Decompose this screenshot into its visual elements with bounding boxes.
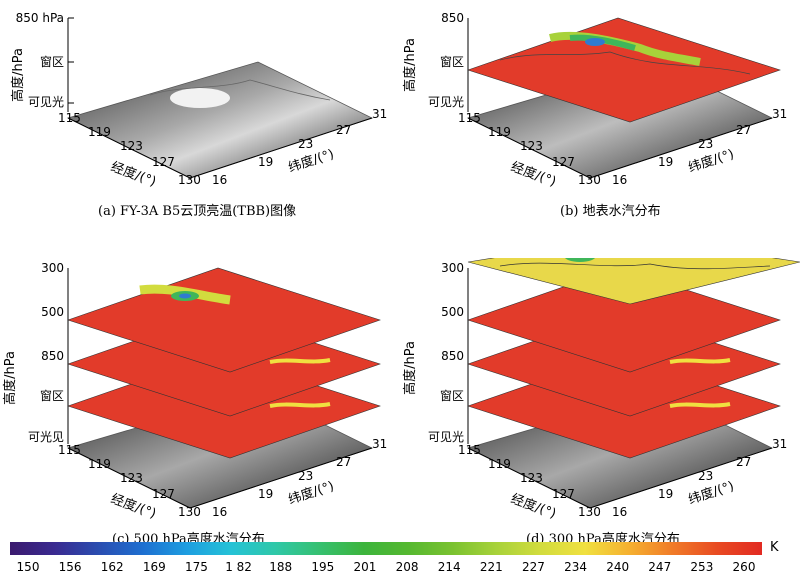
lat-tick: 19 — [258, 155, 273, 169]
lon-tick: 119 — [88, 125, 111, 139]
lat-tick: 27 — [336, 123, 351, 137]
lat-tick: 31 — [372, 437, 387, 451]
z-tick-window: 窗区 — [440, 389, 464, 403]
colorbar-tick: 150 — [16, 560, 40, 574]
lon-tick: 115 — [458, 111, 481, 125]
z-axis-title: 高度/hPa — [402, 38, 418, 92]
colorbar-tick: 162 — [100, 560, 124, 574]
z-tick-500: 500 — [41, 305, 64, 319]
lat-tick: 31 — [372, 107, 387, 121]
colorbar-tick: 208 — [395, 560, 419, 574]
colorbar-tick: 195 — [311, 560, 335, 574]
z-tick-300: 300 — [441, 261, 464, 275]
colorbar-tick: 214 — [437, 560, 461, 574]
lat-tick: 16 — [612, 173, 627, 187]
colorbar-tick: 227 — [521, 560, 545, 574]
z-tick-300: 300 — [41, 261, 64, 275]
colorbar-tick: 260 — [732, 560, 756, 574]
z-axis-title: 高度/hPa — [2, 351, 18, 405]
lat-tick: 23 — [298, 469, 313, 483]
colorbar-unit: K — [770, 540, 779, 555]
lat-tick: 31 — [772, 107, 787, 121]
lat-tick: 19 — [258, 487, 273, 501]
lon-tick: 115 — [58, 111, 81, 125]
panel-a: 850 hPa 窗区 可见光 高度/hPa 115 119 123 127 13… — [0, 0, 400, 270]
z-axis-title: 高度/hPa — [10, 48, 26, 102]
colorbar-tick: 175 — [185, 560, 208, 574]
colorbar-tick: 247 — [648, 560, 672, 574]
lon-tick: 119 — [488, 457, 511, 471]
lon-axis-title: 经度/(°) — [509, 159, 559, 190]
colorbar-tick: 201 — [353, 560, 377, 574]
lon-tick: 115 — [58, 443, 81, 457]
lon-tick: 130 — [578, 173, 601, 187]
lon-axis-title: 经度/(°) — [109, 491, 159, 522]
z-tick-visible: 可见光 — [428, 430, 464, 444]
lon-tick: 127 — [552, 155, 575, 169]
lon-tick: 127 — [152, 487, 175, 501]
z-tick-visible: 可见光 — [28, 95, 64, 109]
z-tick-window: 窗区 — [440, 55, 464, 69]
z-tick-850: 850 hPa — [16, 11, 64, 25]
lon-tick: 119 — [88, 457, 111, 471]
caption-b: (b) 地表水汽分布 — [560, 204, 661, 219]
lat-tick: 27 — [736, 123, 751, 137]
z-axis-title: 高度/hPa — [402, 341, 418, 395]
panel-b: 850 窗区 可见光 高度/hPa 115 119 123 127 130 16… — [400, 0, 800, 270]
panel-c-plot: 300 500 850 窗区 可光见 高度/hPa 115 119 123 12… — [2, 261, 387, 522]
lon-tick: 123 — [520, 471, 543, 485]
lon-axis-title: 经度/(°) — [509, 491, 559, 522]
lon-tick: 130 — [578, 505, 601, 519]
colorbar-tick: 234 — [564, 560, 587, 574]
z-tick-visible: 可光见 — [28, 430, 64, 444]
lon-tick: 127 — [552, 487, 575, 501]
panel-b-plot: 850 窗区 可见光 高度/hPa 115 119 123 127 130 16… — [402, 11, 787, 190]
cloud-patch — [170, 88, 230, 108]
moisture-core — [564, 258, 596, 262]
colorbar-tick: 1 82 — [225, 560, 252, 574]
lat-tick: 16 — [612, 505, 627, 519]
z-tick-visible: 可见光 — [428, 95, 464, 109]
lat-tick: 27 — [736, 455, 751, 469]
panel-d: 300 500 850 窗区 可见光 高度/hPa 115 119 123 12… — [400, 258, 800, 547]
colorbar-tick: 240 — [606, 560, 630, 574]
colorbar-tick: 221 — [479, 560, 503, 574]
colorbar-tick: 188 — [269, 560, 293, 574]
lon-tick: 127 — [152, 155, 175, 169]
lat-tick: 19 — [658, 155, 673, 169]
lon-tick: 115 — [458, 443, 481, 457]
lat-tick: 27 — [336, 455, 351, 469]
lon-tick: 123 — [120, 139, 143, 153]
colorbar-tick: 253 — [690, 560, 714, 574]
lat-tick: 16 — [212, 173, 227, 187]
lon-axis-title: 经度/(°) — [109, 159, 159, 190]
z-tick-window: 窗区 — [40, 389, 64, 403]
z-tick-850: 850 — [41, 349, 64, 363]
lon-tick: 119 — [488, 125, 511, 139]
panel-c: 300 500 850 窗区 可光见 高度/hPa 115 119 123 12… — [0, 258, 400, 547]
colorbar-tick: 156 — [58, 560, 82, 574]
colorbar — [10, 542, 762, 555]
lat-tick: 23 — [698, 469, 713, 483]
panel-a-plot: 850 hPa 窗区 可见光 高度/hPa 115 119 123 127 13… — [10, 11, 387, 190]
z-tick-850: 850 — [441, 11, 464, 25]
lon-tick: 130 — [178, 173, 201, 187]
colorbar-tick: 169 — [142, 560, 166, 574]
lat-tick: 23 — [698, 137, 713, 151]
lat-tick: 23 — [298, 137, 313, 151]
z-tick-850: 850 — [441, 349, 464, 363]
panel-d-plot: 300 500 850 窗区 可见光 高度/hPa 115 119 123 12… — [402, 258, 800, 522]
z-tick-500: 500 — [441, 305, 464, 319]
z-tick-window: 窗区 — [40, 55, 64, 69]
moisture-core — [585, 38, 605, 46]
lon-tick: 130 — [178, 505, 201, 519]
caption-a: (a) FY-3A B5云顶亮温(TBB)图像 — [98, 204, 297, 219]
lat-tick: 31 — [772, 437, 787, 451]
lat-tick: 16 — [212, 505, 227, 519]
lat-tick: 19 — [658, 487, 673, 501]
lon-tick: 123 — [520, 139, 543, 153]
lon-tick: 123 — [120, 471, 143, 485]
layer-300 — [467, 258, 800, 305]
